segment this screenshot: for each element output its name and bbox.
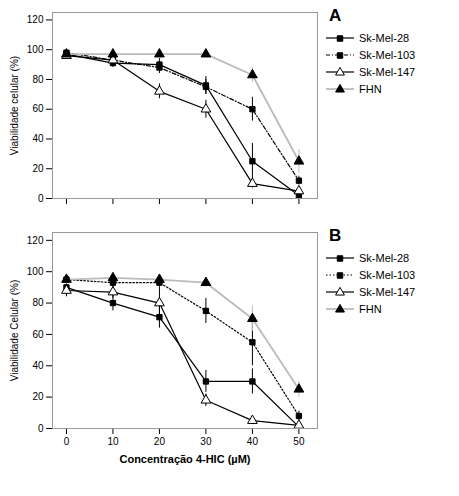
svg-text:Viabilidade celular (%): Viabilidade celular (%)	[9, 56, 20, 155]
svg-text:80: 80	[32, 74, 44, 85]
svg-text:10: 10	[107, 436, 119, 447]
html-text:B: B	[329, 226, 342, 245]
html-text:Sk-Mel-103: Sk-Mel-103	[359, 269, 416, 281]
html-text:FHN: FHN	[359, 303, 382, 315]
svg-text:80: 80	[32, 297, 44, 308]
svg-text:20: 20	[32, 391, 44, 402]
svg-text:0: 0	[38, 423, 44, 434]
svg-text:40: 40	[32, 360, 44, 371]
svg-text:0: 0	[38, 193, 44, 204]
svg-text:40: 40	[247, 436, 259, 447]
svg-text:0: 0	[64, 436, 70, 447]
svg-text:50: 50	[293, 436, 305, 447]
svg-text:100: 100	[27, 44, 44, 55]
html-text:Sk-Mel-28: Sk-Mel-28	[359, 32, 410, 44]
html-text:Sk-Mel-147: Sk-Mel-147	[359, 286, 416, 298]
html-text:A: A	[329, 6, 342, 25]
svg-text:120: 120	[27, 14, 44, 25]
svg-text:60: 60	[32, 329, 44, 340]
html-text:Sk-Mel-147: Sk-Mel-147	[359, 66, 416, 78]
svg-text:60: 60	[32, 103, 44, 114]
svg-text:100: 100	[27, 266, 44, 277]
html-text:Sk-Mel-28: Sk-Mel-28	[359, 252, 410, 264]
html-text:Sk-Mel-103: Sk-Mel-103	[359, 49, 416, 61]
svg-text:120: 120	[27, 235, 44, 246]
svg-text:Concentração 4-HIC (µM): Concentração 4-HIC (µM)	[119, 453, 250, 465]
svg-text:Viabilidade Celular (%): Viabilidade Celular (%)	[9, 280, 20, 382]
html-text:FHN: FHN	[359, 83, 382, 95]
svg-text:40: 40	[32, 133, 44, 144]
svg-text:20: 20	[154, 436, 166, 447]
svg-text:20: 20	[32, 163, 44, 174]
svg-text:30: 30	[200, 436, 212, 447]
